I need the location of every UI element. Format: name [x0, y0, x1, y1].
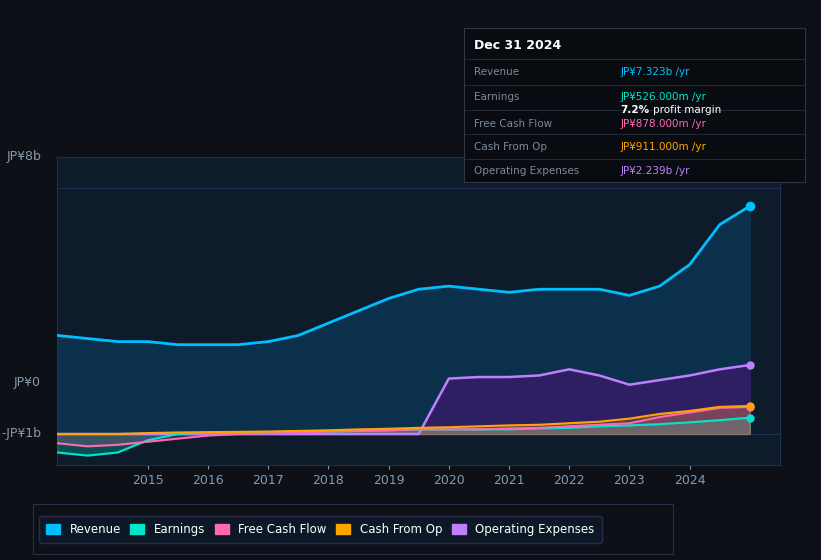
Text: JP¥2.239b /yr: JP¥2.239b /yr [621, 166, 690, 176]
Text: Earnings: Earnings [474, 91, 520, 101]
Text: JP¥8b: JP¥8b [7, 150, 41, 162]
Text: -JP¥1b: -JP¥1b [1, 427, 41, 440]
Text: Cash From Op: Cash From Op [474, 142, 547, 152]
Text: JP¥911.000m /yr: JP¥911.000m /yr [621, 142, 706, 152]
Text: JP¥7.323b /yr: JP¥7.323b /yr [621, 67, 690, 77]
Text: Revenue: Revenue [474, 67, 519, 77]
Text: JP¥0: JP¥0 [14, 376, 41, 389]
Legend: Revenue, Earnings, Free Cash Flow, Cash From Op, Operating Expenses: Revenue, Earnings, Free Cash Flow, Cash … [39, 516, 602, 543]
Text: Free Cash Flow: Free Cash Flow [474, 119, 553, 129]
Text: Operating Expenses: Operating Expenses [474, 166, 580, 176]
Text: JP¥526.000m /yr: JP¥526.000m /yr [621, 91, 706, 101]
Text: JP¥878.000m /yr: JP¥878.000m /yr [621, 119, 706, 129]
Text: Dec 31 2024: Dec 31 2024 [474, 39, 562, 52]
Text: 7.2%: 7.2% [621, 105, 649, 115]
Text: profit margin: profit margin [653, 105, 721, 115]
